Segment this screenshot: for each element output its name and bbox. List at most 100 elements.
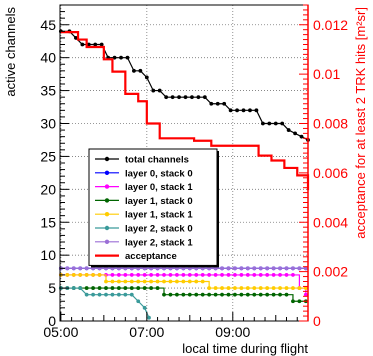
- data-point: [213, 273, 218, 277]
- data-point: [84, 292, 89, 297]
- data-point: [207, 292, 212, 297]
- data-point: [97, 286, 102, 290]
- data-point: [155, 273, 160, 277]
- data-point: [71, 273, 76, 277]
- data-point: [147, 315, 151, 320]
- data-point: [84, 266, 89, 271]
- data-point: [162, 273, 166, 277]
- data-point: [245, 266, 250, 271]
- y2-tick-label: 0.002: [313, 264, 348, 280]
- data-point: [155, 279, 160, 284]
- data-point: [284, 286, 289, 290]
- data-point: [258, 273, 263, 277]
- data-point: [200, 292, 205, 297]
- data-point: [239, 286, 244, 290]
- data-point: [116, 292, 121, 297]
- data-point: [142, 273, 147, 277]
- data-point: [286, 128, 291, 132]
- data-point: [142, 279, 147, 284]
- data-point: [136, 273, 141, 277]
- data-point: [132, 68, 136, 73]
- y-tick-label: 25: [40, 148, 56, 164]
- data-point: [284, 273, 289, 277]
- data-point: [78, 273, 83, 277]
- data-point: [220, 273, 224, 277]
- data-point: [181, 279, 186, 284]
- y-tick-label: 15: [40, 214, 56, 230]
- data-point: [267, 121, 272, 126]
- data-point: [168, 279, 173, 284]
- data-point: [110, 286, 115, 290]
- data-point: [74, 36, 78, 40]
- data-point: [200, 273, 205, 277]
- data-point: [175, 279, 179, 284]
- data-point: [168, 273, 173, 277]
- data-point: [297, 266, 302, 271]
- data-point: [233, 286, 237, 290]
- data-point: [181, 292, 186, 297]
- data-point: [271, 266, 276, 271]
- legend-marker: [104, 239, 110, 244]
- data-point: [183, 95, 188, 100]
- legend-marker: [104, 198, 110, 203]
- data-point: [278, 266, 282, 271]
- data-point: [187, 273, 192, 277]
- data-point: [245, 286, 250, 290]
- data-point: [194, 273, 199, 277]
- data-point: [239, 273, 244, 277]
- legend: total channels layer 0, stack 0 layer 0, s…: [88, 148, 219, 268]
- data-point: [157, 88, 162, 93]
- data-point: [129, 273, 134, 277]
- data-point: [291, 286, 295, 290]
- data-point: [136, 299, 141, 304]
- data-point: [78, 266, 83, 271]
- data-point: [116, 286, 121, 290]
- data-point: [278, 292, 282, 297]
- data-point: [110, 273, 115, 277]
- data-point: [129, 292, 134, 297]
- data-point: [71, 286, 76, 290]
- data-point: [213, 292, 218, 297]
- data-point: [93, 42, 98, 47]
- data-point: [271, 292, 276, 297]
- data-point: [194, 279, 199, 284]
- y2-tick-label: 0.004: [313, 214, 348, 230]
- data-point: [260, 121, 265, 126]
- data-point: [241, 108, 246, 113]
- data-point: [71, 266, 76, 271]
- data-point: [278, 286, 282, 290]
- data-point: [239, 266, 244, 271]
- legend-marker: [104, 225, 110, 231]
- data-point: [136, 279, 141, 284]
- data-point: [215, 101, 220, 106]
- series-layer: [58, 29, 310, 320]
- data-point: [97, 292, 102, 297]
- data-point: [65, 266, 70, 271]
- legend-label: layer 1, stack 1: [125, 210, 193, 221]
- x-tick-label: 05:00: [43, 324, 78, 340]
- data-point: [248, 108, 252, 113]
- data-point: [303, 286, 308, 290]
- data-point: [297, 286, 302, 290]
- legend-marker: [104, 170, 110, 175]
- data-point: [220, 286, 224, 290]
- data-point: [265, 292, 270, 297]
- data-point: [254, 108, 259, 113]
- data-point: [239, 292, 244, 297]
- data-point: [233, 266, 237, 271]
- data-point: [97, 273, 102, 277]
- data-point: [123, 279, 128, 284]
- data-point: [170, 95, 175, 100]
- data-point: [280, 121, 285, 126]
- data-point: [78, 286, 83, 290]
- data-point: [175, 292, 179, 297]
- y-tick-label: 10: [40, 247, 56, 263]
- data-point: [149, 279, 154, 284]
- data-point: [187, 279, 192, 284]
- data-point: [84, 286, 89, 290]
- legend-label: layer 2, stack 1: [125, 237, 193, 248]
- series-line: [60, 31, 310, 191]
- data-point: [123, 273, 128, 277]
- data-point: [258, 286, 263, 290]
